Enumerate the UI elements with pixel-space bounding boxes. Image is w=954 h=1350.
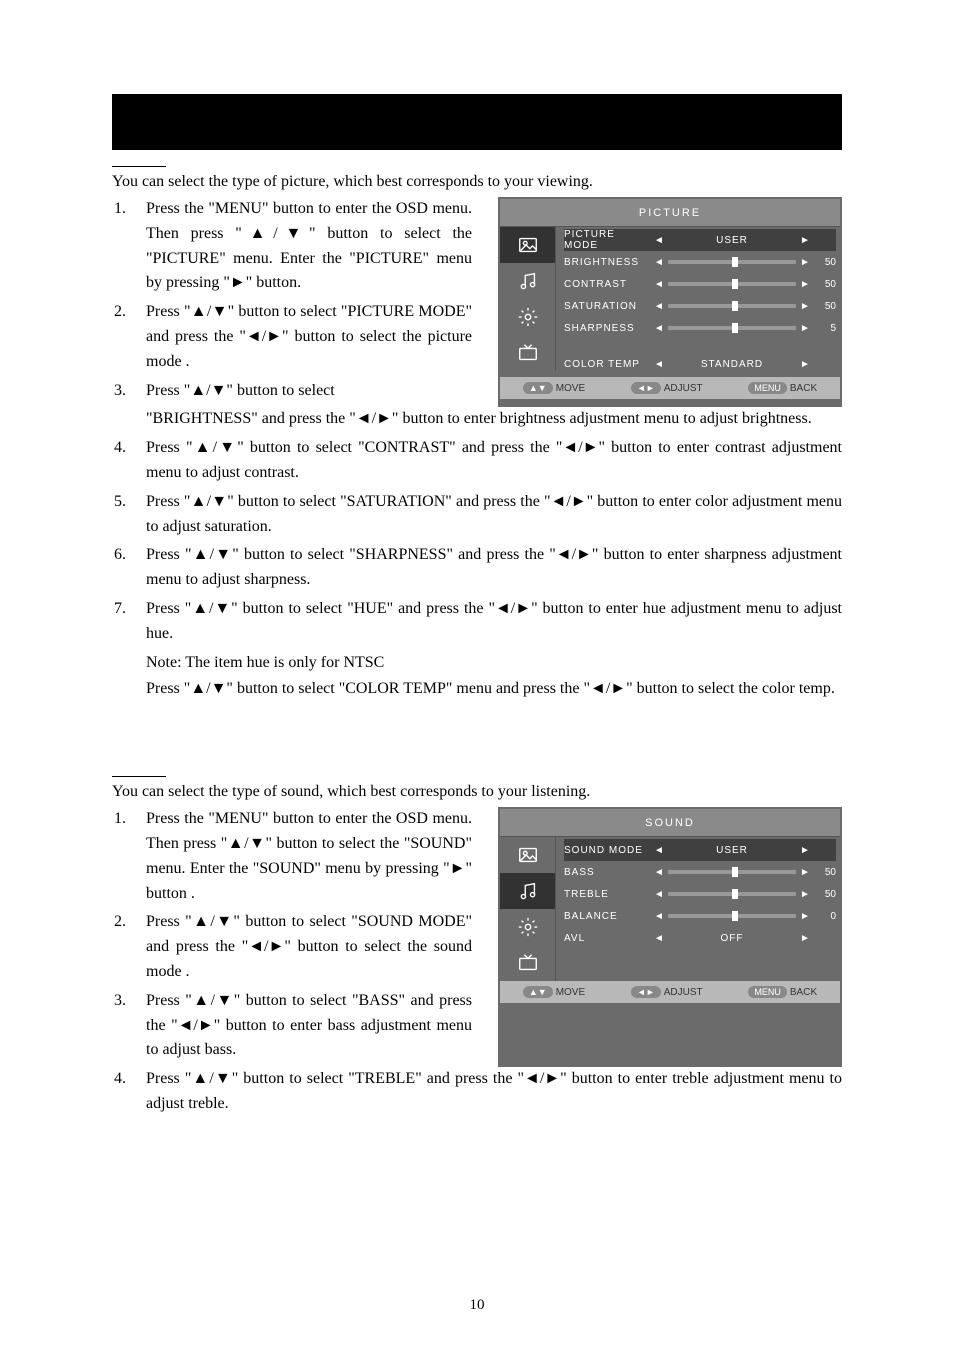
osd-title: PICTURE (500, 199, 840, 227)
sound-intro: You can select the type of sound, which … (112, 783, 842, 801)
osd-footer: ▲▼MOVE◄►ADJUSTMENUBACK (500, 981, 840, 1003)
list-item: 1.Press the "MENU" button to enter the O… (112, 807, 472, 906)
picture-icon (500, 837, 556, 873)
page-number: 10 (0, 1297, 954, 1314)
music-icon (500, 263, 556, 299)
list-item: 6.Press "▲/▼" button to select "SHARPNES… (112, 543, 842, 593)
list-item: 3.Press "▲/▼" button to select "BASS" an… (112, 989, 472, 1063)
gear-icon (500, 909, 556, 945)
header-black-bar (112, 94, 842, 150)
list-item: "BRIGHTNESS" and press the "◄/►" button … (112, 407, 842, 432)
divider (112, 776, 166, 777)
sound-steps-bottom: 4.Press "▲/▼" button to select "TREBLE" … (112, 1067, 842, 1117)
tv-icon (500, 945, 556, 981)
sound-steps-top: 1.Press the "MENU" button to enter the O… (112, 807, 472, 1063)
list-item: 4.Press "▲/▼" button to select "TREBLE" … (112, 1067, 842, 1117)
picture-note: Note: The item hue is only for NTSCPress… (112, 651, 842, 703)
divider (112, 166, 166, 167)
osd-title: SOUND (500, 809, 840, 837)
picture-intro: You can select the type of picture, whic… (112, 173, 842, 191)
picture-icon (500, 227, 556, 263)
list-item: 3.Press "▲/▼" button to select (112, 379, 472, 404)
list-item: 7.Press "▲/▼" button to select "HUE" and… (112, 597, 842, 647)
osd-picture: PICTURE PICTURE MODE◄USER►BRIGHTNESS◄►50… (498, 197, 842, 407)
list-item: 4.Press "▲/▼" button to select "CONTRAST… (112, 436, 842, 486)
list-item: 2.Press "▲/▼" button to select "PICTURE … (112, 300, 472, 374)
music-icon (500, 873, 556, 909)
osd-sound: SOUND SOUND MODE◄USER►BASS◄►50TREBLE◄►50… (498, 807, 842, 1067)
gear-icon (500, 299, 556, 335)
tv-icon (500, 335, 556, 371)
picture-steps-bottom: "BRIGHTNESS" and press the "◄/►" button … (112, 407, 842, 646)
picture-steps-top: 1.Press the "MENU" button to enter the O… (112, 197, 472, 403)
list-item: 5.Press "▲/▼" button to select "SATURATI… (112, 490, 842, 540)
osd-footer: ▲▼MOVE◄►ADJUSTMENUBACK (500, 377, 840, 399)
list-item: 2.Press "▲/▼" button to select "SOUND MO… (112, 910, 472, 984)
list-item: 1.Press the "MENU" button to enter the O… (112, 197, 472, 296)
